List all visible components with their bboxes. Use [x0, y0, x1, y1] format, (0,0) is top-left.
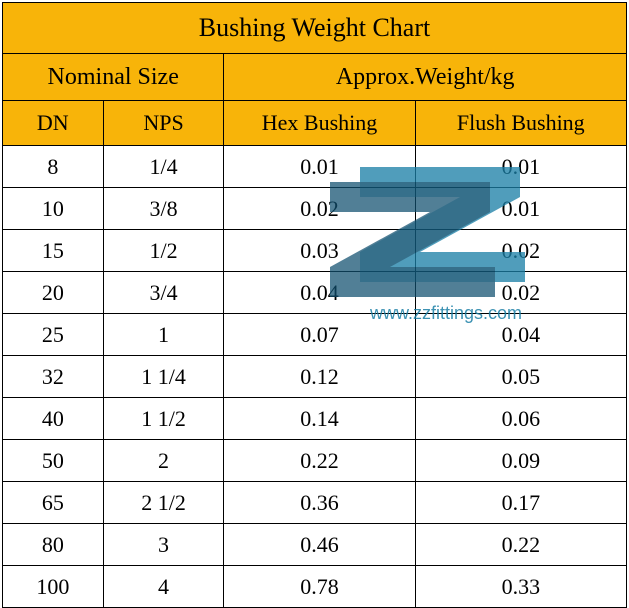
table-cell: 2 1/2 — [103, 482, 224, 524]
table-cell: 3/4 — [103, 272, 224, 314]
table-cell: 100 — [3, 566, 104, 608]
table-cell: 0.01 — [415, 146, 626, 188]
table-cell: 10 — [3, 188, 104, 230]
bushing-weight-table: Bushing Weight Chart Nominal Size Approx… — [2, 2, 627, 608]
table-row: 203/40.040.02 — [3, 272, 627, 314]
table-cell: 0.12 — [224, 356, 415, 398]
table-cell: 50 — [3, 440, 104, 482]
table-cell: 0.07 — [224, 314, 415, 356]
table-cell: 0.36 — [224, 482, 415, 524]
table-cell: 0.17 — [415, 482, 626, 524]
table-row: 151/20.030.02 — [3, 230, 627, 272]
col-header-dn: DN — [3, 101, 104, 146]
table-cell: 15 — [3, 230, 104, 272]
table-cell: 0.05 — [415, 356, 626, 398]
table-cell: 2 — [103, 440, 224, 482]
table-row: 103/80.020.01 — [3, 188, 627, 230]
table-cell: 1 1/2 — [103, 398, 224, 440]
table-cell: 1/2 — [103, 230, 224, 272]
table-row: 401 1/20.140.06 — [3, 398, 627, 440]
table-cell: 0.09 — [415, 440, 626, 482]
table-cell: 4 — [103, 566, 224, 608]
table-cell: 0.04 — [224, 272, 415, 314]
table-cell: 0.14 — [224, 398, 415, 440]
table-cell: 0.02 — [224, 188, 415, 230]
table-cell: 8 — [3, 146, 104, 188]
table-cell: 65 — [3, 482, 104, 524]
table-row: 10040.780.33 — [3, 566, 627, 608]
table-cell: 0.01 — [415, 188, 626, 230]
col-header-flush: Flush Bushing — [415, 101, 626, 146]
table-row: 81/40.010.01 — [3, 146, 627, 188]
table-cell: 32 — [3, 356, 104, 398]
table-cell: 0.02 — [415, 272, 626, 314]
table-cell: 1/4 — [103, 146, 224, 188]
table-cell: 20 — [3, 272, 104, 314]
chart-container: Bushing Weight Chart Nominal Size Approx… — [0, 2, 629, 591]
table-cell: 80 — [3, 524, 104, 566]
table-cell: 0.04 — [415, 314, 626, 356]
table-cell: 3/8 — [103, 188, 224, 230]
table-title: Bushing Weight Chart — [3, 3, 627, 54]
table-cell: 3 — [103, 524, 224, 566]
col-header-hex: Hex Bushing — [224, 101, 415, 146]
group-header-size: Nominal Size — [3, 54, 224, 101]
table-row: 321 1/40.120.05 — [3, 356, 627, 398]
table-cell: 40 — [3, 398, 104, 440]
group-header-weight: Approx.Weight/kg — [224, 54, 627, 101]
table-cell: 25 — [3, 314, 104, 356]
table-cell: 0.46 — [224, 524, 415, 566]
table-cell: 0.33 — [415, 566, 626, 608]
table-cell: 0.02 — [415, 230, 626, 272]
table-cell: 0.03 — [224, 230, 415, 272]
table-cell: 1 1/4 — [103, 356, 224, 398]
table-cell: 0.78 — [224, 566, 415, 608]
table-row: 2510.070.04 — [3, 314, 627, 356]
table-body: 81/40.010.01103/80.020.01151/20.030.0220… — [3, 146, 627, 608]
table-row: 652 1/20.360.17 — [3, 482, 627, 524]
table-cell: 0.06 — [415, 398, 626, 440]
table-cell: 0.01 — [224, 146, 415, 188]
table-cell: 1 — [103, 314, 224, 356]
table-cell: 0.22 — [224, 440, 415, 482]
table-cell: 0.22 — [415, 524, 626, 566]
table-row: 5020.220.09 — [3, 440, 627, 482]
col-header-nps: NPS — [103, 101, 224, 146]
table-row: 8030.460.22 — [3, 524, 627, 566]
